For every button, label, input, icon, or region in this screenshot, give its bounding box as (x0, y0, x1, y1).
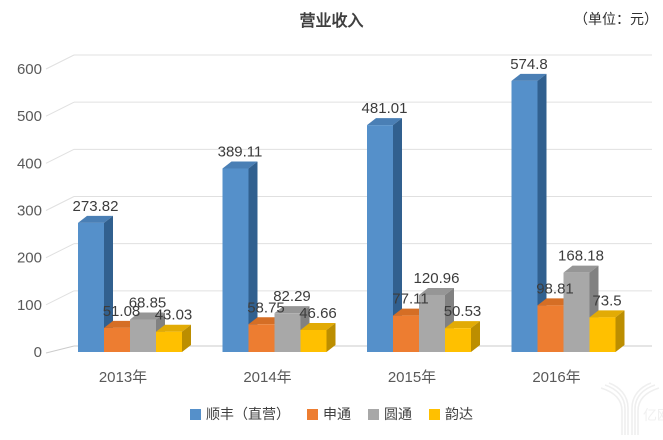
bar-front-face (78, 222, 104, 352)
bar-side-face (615, 310, 625, 352)
axis-tick-line (45, 196, 75, 211)
value-label: 120.96 (414, 270, 460, 287)
bar-front-face (511, 80, 538, 353)
axis-tick-line (45, 243, 75, 259)
bar-top-face (300, 322, 336, 330)
bar-front-face (367, 125, 393, 352)
bar-top-face (563, 265, 599, 273)
legend-label: 圆通 (384, 406, 412, 422)
legend-label: 顺丰（直营） (206, 406, 290, 422)
x-category-label: 2013年 (99, 369, 147, 386)
bar (445, 321, 480, 352)
legend-item: 圆通 (368, 404, 412, 424)
value-label: 51.08 (103, 303, 141, 320)
bar-front-face (104, 327, 130, 352)
value-label: 389.11 (218, 143, 263, 160)
legend-swatch-icon (307, 408, 318, 420)
legend-item: 顺丰（直营） (190, 404, 290, 424)
bar-top-face (130, 312, 165, 320)
bar-side-face (182, 324, 191, 352)
y-tick-label: 200 (17, 250, 42, 267)
value-label: 68.85 (129, 295, 167, 312)
bar-front-face (222, 168, 249, 352)
bar-top-face (445, 321, 480, 329)
y-tick-label: 600 (17, 61, 42, 78)
value-label: 574.8 (510, 56, 548, 73)
bar-front-face (156, 331, 182, 352)
bar-side-face (248, 161, 258, 352)
axis-tick-line (45, 54, 75, 70)
legend-swatch-icon (368, 408, 379, 420)
axis-tick-line (45, 101, 75, 117)
bar-top-face (156, 324, 191, 332)
value-label: 73.5 (592, 292, 621, 309)
bar-top-face (78, 215, 113, 223)
bar-top-face (419, 287, 454, 295)
bar (222, 161, 258, 352)
bar-front-face (393, 315, 419, 352)
chart-title: 营业收入 (299, 13, 364, 30)
unit-label: （单位：元） (574, 11, 658, 27)
x-category-label: 2016年 (532, 369, 580, 386)
y-tick-label: 300 (17, 203, 42, 220)
value-label: 77.11 (392, 291, 428, 308)
bar-side-face (393, 118, 402, 352)
bar (156, 324, 191, 352)
bar-side-face (537, 73, 547, 353)
legend-label: 韵达 (445, 406, 473, 422)
bar (367, 118, 402, 352)
bar-front-face (445, 328, 471, 352)
legend-label: 申通 (323, 406, 351, 422)
x-category-label: 2015年 (388, 369, 436, 386)
value-label: 43.03 (155, 307, 193, 324)
legend-swatch-icon (190, 408, 201, 420)
value-label: 98.81 (536, 280, 574, 297)
bar-front-face (130, 319, 156, 352)
bar-front-face (248, 324, 275, 352)
bar-front-face (274, 313, 301, 352)
bar (589, 310, 625, 352)
y-tick-label: 500 (17, 108, 42, 125)
bar-front-face (589, 317, 616, 352)
bar-top-face (222, 161, 258, 169)
legend-item: 申通 (307, 404, 351, 424)
bar (419, 287, 454, 352)
axis-tick-line (45, 345, 75, 354)
bar-side-face (104, 215, 113, 352)
bar-side-face (471, 321, 480, 352)
legend: 顺丰（直营） 申通 圆通 韵达 (0, 403, 663, 425)
bar (511, 73, 547, 353)
value-label: 82.29 (273, 288, 311, 305)
legend-item: 韵达 (429, 404, 473, 424)
bar-side-face (326, 322, 336, 352)
value-label: 58.75 (247, 299, 285, 316)
x-category-label: 2014年 (243, 369, 291, 386)
legend-swatch-icon (429, 408, 440, 420)
bar-top-face (511, 73, 547, 81)
bar (78, 215, 113, 352)
bar-front-face (563, 272, 590, 352)
value-label: 50.53 (444, 303, 482, 320)
y-tick-label: 0 (34, 344, 42, 361)
y-tick-label: 100 (17, 297, 42, 314)
y-tick-label: 400 (17, 155, 42, 172)
bar-top-face (367, 118, 402, 126)
bar-front-face (537, 305, 564, 352)
bar-front-face (419, 294, 445, 352)
bar-front-face (300, 329, 327, 352)
bar-top-face (589, 310, 625, 318)
value-label: 273.82 (73, 198, 119, 215)
value-label: 481.01 (362, 100, 408, 117)
value-label: 168.18 (558, 248, 604, 265)
bar-top-face (274, 306, 310, 314)
bar (300, 322, 336, 352)
value-label: 46.66 (299, 305, 337, 322)
axis-tick-line (45, 148, 75, 164)
axis-tick-line (45, 290, 75, 306)
